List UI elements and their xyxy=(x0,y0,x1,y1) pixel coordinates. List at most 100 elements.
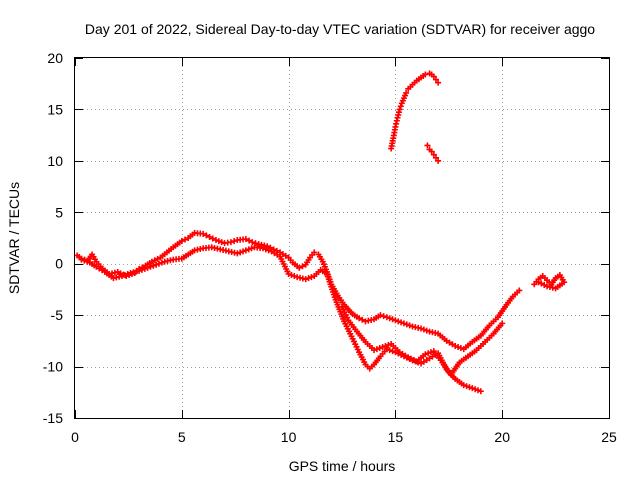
data-point xyxy=(242,236,249,243)
data-point xyxy=(406,322,413,329)
data-point xyxy=(227,239,234,246)
x-axis-label: GPS time / hours xyxy=(289,458,396,474)
data-point xyxy=(499,320,506,327)
data-point xyxy=(383,314,390,321)
data-point xyxy=(422,351,429,358)
data-point xyxy=(460,382,467,389)
data-point xyxy=(182,236,189,243)
data-point xyxy=(147,263,154,270)
data-point xyxy=(400,320,407,327)
data-point xyxy=(379,344,386,351)
data-point xyxy=(455,344,462,351)
data-point xyxy=(215,238,222,245)
y-tick-label: 10 xyxy=(47,153,63,169)
data-point xyxy=(84,258,91,265)
data-point xyxy=(474,387,481,394)
data-point xyxy=(158,259,165,266)
x-tick-label: 0 xyxy=(71,429,79,445)
x-tick-label: 10 xyxy=(281,429,297,445)
data-point xyxy=(403,89,410,96)
data-point xyxy=(141,265,148,272)
y-tick-label: 15 xyxy=(47,101,63,117)
data-point xyxy=(203,232,210,239)
y-tick-label: -10 xyxy=(43,359,63,375)
data-point xyxy=(463,383,470,390)
data-point xyxy=(288,272,295,279)
data-point xyxy=(516,287,523,294)
data-point xyxy=(150,262,157,269)
plot-frame xyxy=(74,57,610,419)
data-point xyxy=(452,343,459,349)
data-point xyxy=(153,261,160,268)
data-point xyxy=(371,347,378,354)
data-point xyxy=(389,316,396,323)
x-tick-label: 15 xyxy=(388,429,404,445)
data-point xyxy=(432,154,439,161)
x-tick-label: 20 xyxy=(494,429,510,445)
data-point xyxy=(466,384,473,391)
x-tick-label: 5 xyxy=(178,429,186,445)
data-point xyxy=(240,248,247,255)
data-point xyxy=(246,237,253,244)
data-point xyxy=(299,263,306,270)
data-point xyxy=(264,243,271,250)
data-point xyxy=(422,71,429,78)
data-point xyxy=(535,279,542,286)
data-point xyxy=(262,246,269,253)
x-tick-label: 25 xyxy=(601,429,617,445)
data-point xyxy=(376,345,383,352)
data-point xyxy=(311,249,318,256)
data-point xyxy=(373,346,380,353)
axis-layer: 0 5 10 15 20 25 -15 -10 -5 0 5 10 15 20 xyxy=(43,50,617,445)
data-point xyxy=(305,275,312,282)
data-point xyxy=(386,315,393,322)
data-point xyxy=(380,313,387,320)
data-point xyxy=(430,73,437,80)
series-4 xyxy=(388,70,442,152)
data-point xyxy=(385,341,392,348)
data-point xyxy=(430,151,437,158)
data-point xyxy=(138,266,145,273)
data-point xyxy=(234,250,241,257)
data-point xyxy=(377,312,384,319)
data-point xyxy=(420,326,427,333)
data-point xyxy=(259,245,266,252)
data-point xyxy=(218,239,225,246)
data-point xyxy=(245,246,252,253)
data-point xyxy=(469,385,476,392)
y-tick-label: -15 xyxy=(43,410,63,426)
data-point xyxy=(425,350,432,357)
series-3 xyxy=(339,303,506,378)
data-point xyxy=(121,272,128,279)
data-point xyxy=(477,388,484,395)
y-tick-label: 5 xyxy=(55,204,63,220)
data-point xyxy=(200,230,207,237)
data-point xyxy=(398,319,405,326)
data-point xyxy=(156,260,163,267)
data-point xyxy=(248,245,255,252)
data-point xyxy=(296,264,303,271)
data-point xyxy=(403,321,410,328)
data-point xyxy=(78,256,85,263)
chart-title: Day 201 of 2022, Sidereal Day-to-day VTE… xyxy=(85,21,595,37)
data-point xyxy=(424,142,431,149)
data-point xyxy=(81,257,88,264)
data-point xyxy=(231,238,238,245)
grid-layer xyxy=(75,58,609,418)
data-point xyxy=(435,79,442,86)
data-point xyxy=(242,247,249,254)
data-point xyxy=(291,273,298,280)
data-point xyxy=(206,233,213,240)
data-point xyxy=(389,348,396,355)
data-point xyxy=(392,317,399,324)
data-point xyxy=(359,316,366,323)
series-5 xyxy=(424,142,442,164)
data-point xyxy=(428,148,435,155)
series-1 xyxy=(74,229,523,353)
data-point xyxy=(423,327,430,334)
data-point xyxy=(285,271,292,277)
data-point xyxy=(435,157,442,164)
data-point xyxy=(252,240,259,247)
data-point xyxy=(144,264,151,271)
data-point xyxy=(118,273,125,280)
